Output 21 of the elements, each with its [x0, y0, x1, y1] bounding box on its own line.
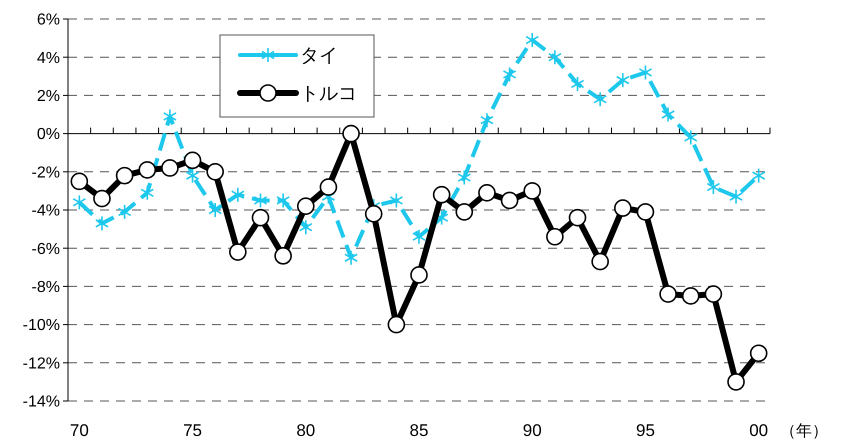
y-tick-label: 4%: [36, 50, 60, 67]
y-tick-label: 6%: [36, 12, 60, 29]
x-tick-label: 90: [522, 421, 542, 440]
y-tick-label: -12%: [22, 355, 60, 372]
y-tick-label: -2%: [32, 164, 60, 182]
y-tick-label: -8%: [32, 279, 60, 296]
legend-label: トルコ: [300, 82, 357, 105]
legend-label: タイ: [300, 44, 338, 67]
y-tick-label: -14%: [22, 394, 60, 411]
x-tick-label: 95: [636, 421, 655, 440]
y-tick-label: 0%: [36, 126, 60, 144]
y-tick-label: -4%: [32, 202, 60, 220]
x-tick-label: 00: [749, 421, 768, 440]
x-tick-label: 70: [70, 421, 89, 440]
x-tick-label: 85: [410, 421, 428, 440]
y-tick-label: -6%: [32, 240, 60, 258]
x-axis-title: （年）: [780, 421, 828, 440]
x-tick-label: 80: [296, 421, 316, 440]
y-tick-label: -10%: [22, 317, 60, 334]
y-tick-label: 2%: [36, 88, 60, 105]
x-tick-label: 75: [183, 421, 202, 440]
